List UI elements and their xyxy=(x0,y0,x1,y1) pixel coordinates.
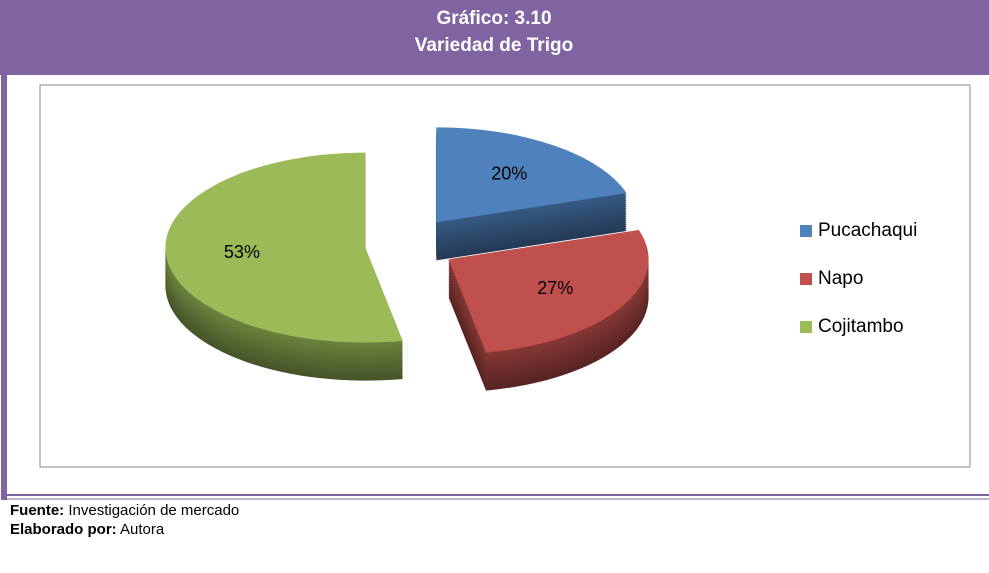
slice xyxy=(165,152,403,343)
source: Investigación de mercado xyxy=(68,502,239,519)
data-label: 20% xyxy=(491,163,527,183)
legend-label: Napo xyxy=(818,268,863,289)
legend-label: Cojitambo xyxy=(818,316,904,337)
slice xyxy=(448,229,649,353)
legend-swatch xyxy=(800,273,812,285)
frame-edge xyxy=(1,75,7,500)
figure-label: Gráfico: 3.10 xyxy=(436,8,551,29)
author-label: Elaborado por: xyxy=(10,521,117,538)
header-band xyxy=(0,0,989,75)
chart-title: Variedad de Trigo xyxy=(415,35,573,56)
source-line: Fuente: Investigación de mercado xyxy=(10,502,239,519)
data-label: 27% xyxy=(537,278,573,298)
data-label: 53% xyxy=(224,242,260,262)
author-line: Elaborado por: Autora xyxy=(10,521,165,538)
slice xyxy=(436,127,627,223)
source-label: Fuente: xyxy=(10,502,64,519)
legend-swatch xyxy=(800,225,812,237)
legend-swatch xyxy=(800,321,812,333)
legend-label: Pucachaqui xyxy=(818,220,917,241)
author: Autora xyxy=(120,521,165,538)
